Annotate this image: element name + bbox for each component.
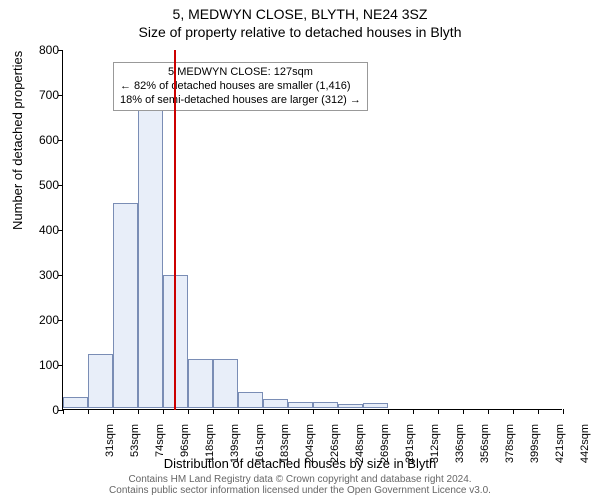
footer-line-1: Contains HM Land Registry data © Crown c… xyxy=(128,474,471,485)
footer-line-2: Contains public sector information licen… xyxy=(109,485,491,496)
x-tick-mark xyxy=(338,409,339,414)
annotation-box: 5 MEDWYN CLOSE: 127sqm← 82% of detached … xyxy=(113,62,368,111)
y-tick-label: 300 xyxy=(27,268,59,282)
annotation-line: 5 MEDWYN CLOSE: 127sqm xyxy=(120,66,361,80)
x-tick-mark xyxy=(113,409,114,414)
y-tick-mark xyxy=(58,140,63,141)
x-tick-mark xyxy=(188,409,189,414)
y-tick-label: 400 xyxy=(27,223,59,237)
histogram-bar xyxy=(263,399,288,408)
x-tick-mark xyxy=(388,409,389,414)
x-tick-mark xyxy=(138,409,139,414)
y-tick-label: 100 xyxy=(27,358,59,372)
histogram-bar xyxy=(88,354,113,408)
chart-container: 5, MEDWYN CLOSE, BLYTH, NE24 3SZ Size of… xyxy=(0,0,600,500)
x-tick-mark xyxy=(238,409,239,414)
plot-region: 010020030040050060070080031sqm53sqm74sqm… xyxy=(62,50,562,410)
y-tick-label: 600 xyxy=(27,133,59,147)
x-tick-mark xyxy=(538,409,539,414)
histogram-bar xyxy=(238,392,263,408)
y-tick-label: 500 xyxy=(27,178,59,192)
y-tick-mark xyxy=(58,230,63,231)
histogram-bar xyxy=(313,402,338,408)
reference-marker-line xyxy=(174,50,176,410)
x-axis-label: Distribution of detached houses by size … xyxy=(0,456,600,471)
y-tick-mark xyxy=(58,320,63,321)
y-tick-label: 800 xyxy=(27,43,59,57)
x-tick-mark xyxy=(513,409,514,414)
x-tick-mark xyxy=(288,409,289,414)
chart-title-1: 5, MEDWYN CLOSE, BLYTH, NE24 3SZ xyxy=(0,0,600,22)
x-tick-mark xyxy=(213,409,214,414)
x-tick-mark xyxy=(488,409,489,414)
footer-text: Contains HM Land Registry data © Crown c… xyxy=(0,474,600,496)
y-tick-mark xyxy=(58,275,63,276)
y-tick-label: 0 xyxy=(27,403,59,417)
histogram-bar xyxy=(63,397,88,408)
histogram-bar xyxy=(338,404,363,409)
x-tick-mark xyxy=(63,409,64,414)
y-tick-label: 700 xyxy=(27,88,59,102)
x-tick-mark xyxy=(263,409,264,414)
x-tick-mark xyxy=(563,409,564,414)
x-tick-mark xyxy=(438,409,439,414)
histogram-bar xyxy=(138,102,163,408)
x-tick-mark xyxy=(463,409,464,414)
chart-plot-area: 010020030040050060070080031sqm53sqm74sqm… xyxy=(62,50,562,410)
y-tick-mark xyxy=(58,365,63,366)
histogram-bar xyxy=(288,402,313,408)
x-tick-mark xyxy=(163,409,164,414)
y-tick-mark xyxy=(58,50,63,51)
y-tick-mark xyxy=(58,95,63,96)
chart-title-2: Size of property relative to detached ho… xyxy=(0,22,600,40)
x-tick-mark xyxy=(313,409,314,414)
y-tick-label: 200 xyxy=(27,313,59,327)
annotation-line: ← 82% of detached houses are smaller (1,… xyxy=(120,80,361,94)
histogram-bar xyxy=(363,403,388,408)
x-tick-mark xyxy=(413,409,414,414)
histogram-bar xyxy=(213,359,238,409)
histogram-bar xyxy=(113,203,138,408)
y-axis-label: Number of detached properties xyxy=(10,51,25,230)
y-tick-mark xyxy=(58,185,63,186)
x-tick-mark xyxy=(363,409,364,414)
x-tick-mark xyxy=(88,409,89,414)
annotation-line: 18% of semi-detached houses are larger (… xyxy=(120,94,361,108)
histogram-bar xyxy=(188,359,213,409)
